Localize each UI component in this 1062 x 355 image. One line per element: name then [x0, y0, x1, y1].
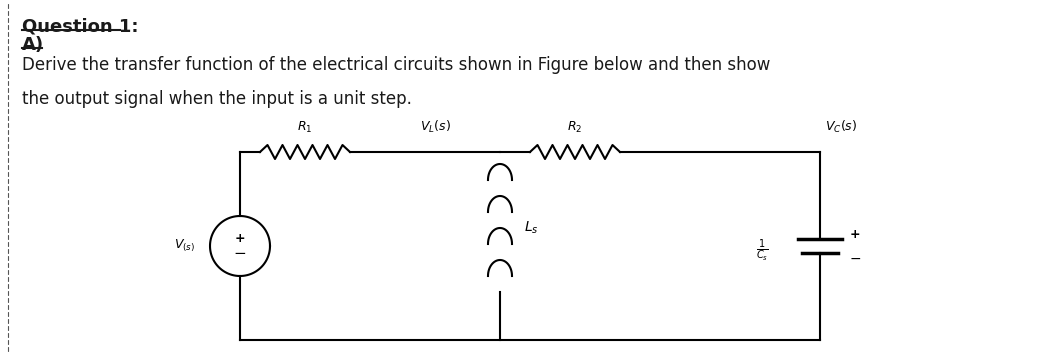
Text: A): A): [22, 36, 45, 54]
Text: $V_C(s)$: $V_C(s)$: [825, 119, 857, 135]
Text: $R_2$: $R_2$: [567, 120, 583, 135]
Text: −: −: [850, 252, 861, 266]
Text: $V_{(s)}$: $V_{(s)}$: [174, 238, 195, 254]
Text: Derive the transfer function of the electrical circuits shown in Figure below an: Derive the transfer function of the elec…: [22, 56, 770, 74]
Text: the output signal when the input is a unit step.: the output signal when the input is a un…: [22, 90, 412, 108]
Text: $\frac{1}{C_s}$: $\frac{1}{C_s}$: [756, 238, 768, 264]
Text: Question 1:: Question 1:: [22, 18, 138, 36]
Text: −: −: [234, 246, 246, 262]
Text: +: +: [235, 231, 245, 245]
Text: +: +: [850, 229, 860, 241]
Text: $R_1$: $R_1$: [297, 120, 312, 135]
Text: $V_L(s)$: $V_L(s)$: [419, 119, 450, 135]
Text: $L_s$: $L_s$: [524, 220, 538, 236]
